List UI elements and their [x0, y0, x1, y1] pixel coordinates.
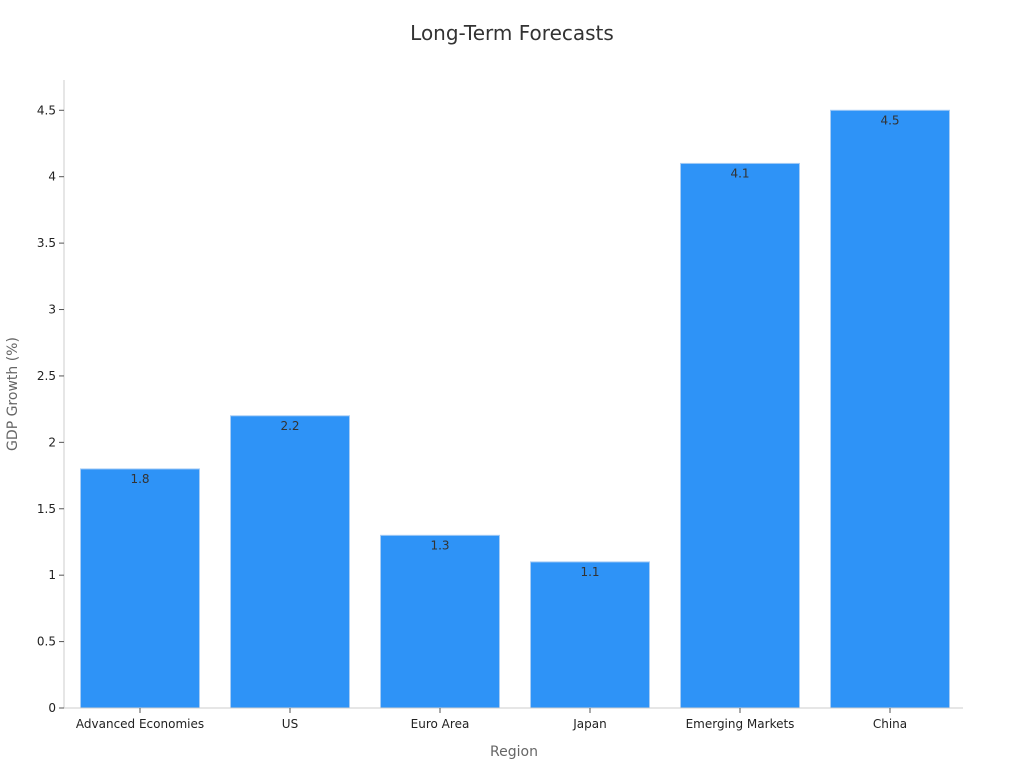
bar-value-label: 2.2	[280, 419, 299, 433]
bar	[80, 468, 200, 709]
bar-value-label: 1.1	[580, 565, 599, 579]
y-axis-title: GDP Growth (%)	[5, 337, 21, 451]
bars-group: 1.8 2.2 1.3 1.1 4.1 4.5	[80, 109, 950, 709]
bar-value-label: 4.1	[730, 166, 749, 180]
y-tick-label: 2.5	[37, 369, 56, 383]
y-tick-label: 4.5	[37, 103, 56, 117]
x-tick-label: Emerging Markets	[686, 717, 795, 731]
x-tick-label: US	[282, 717, 298, 731]
bar	[530, 561, 650, 709]
bar-value-label: 4.5	[880, 113, 899, 127]
y-tick-label: 0	[48, 701, 56, 715]
y-axis: 0 0.5 1 1.5 2 2.5 3 3.5 4 4.5	[37, 80, 65, 715]
y-tick-label: 2	[48, 435, 56, 449]
y-tick-label: 3	[48, 303, 56, 317]
x-tick-label: Japan	[572, 717, 606, 731]
y-tick-label: 1	[48, 568, 56, 582]
y-tick-label: 1.5	[37, 502, 56, 516]
x-tick-label: China	[873, 717, 907, 731]
x-axis: Advanced Economies US Euro Area Japan Emergi…	[64, 707, 963, 731]
x-tick-label: Euro Area	[411, 717, 470, 731]
bar-value-label: 1.3	[430, 538, 449, 552]
y-tick-label: 4	[48, 170, 56, 184]
bar	[680, 162, 800, 709]
bar	[380, 534, 500, 709]
y-tick-label: 3.5	[37, 236, 56, 250]
x-axis-title: Region	[490, 744, 538, 760]
bar-value-label: 1.8	[130, 472, 149, 486]
bar	[230, 415, 350, 709]
x-tick-label: Advanced Economies	[76, 717, 204, 731]
bar	[830, 109, 950, 709]
y-tick-label: 0.5	[37, 635, 56, 649]
chart-title: Long-Term Forecasts	[410, 21, 614, 45]
